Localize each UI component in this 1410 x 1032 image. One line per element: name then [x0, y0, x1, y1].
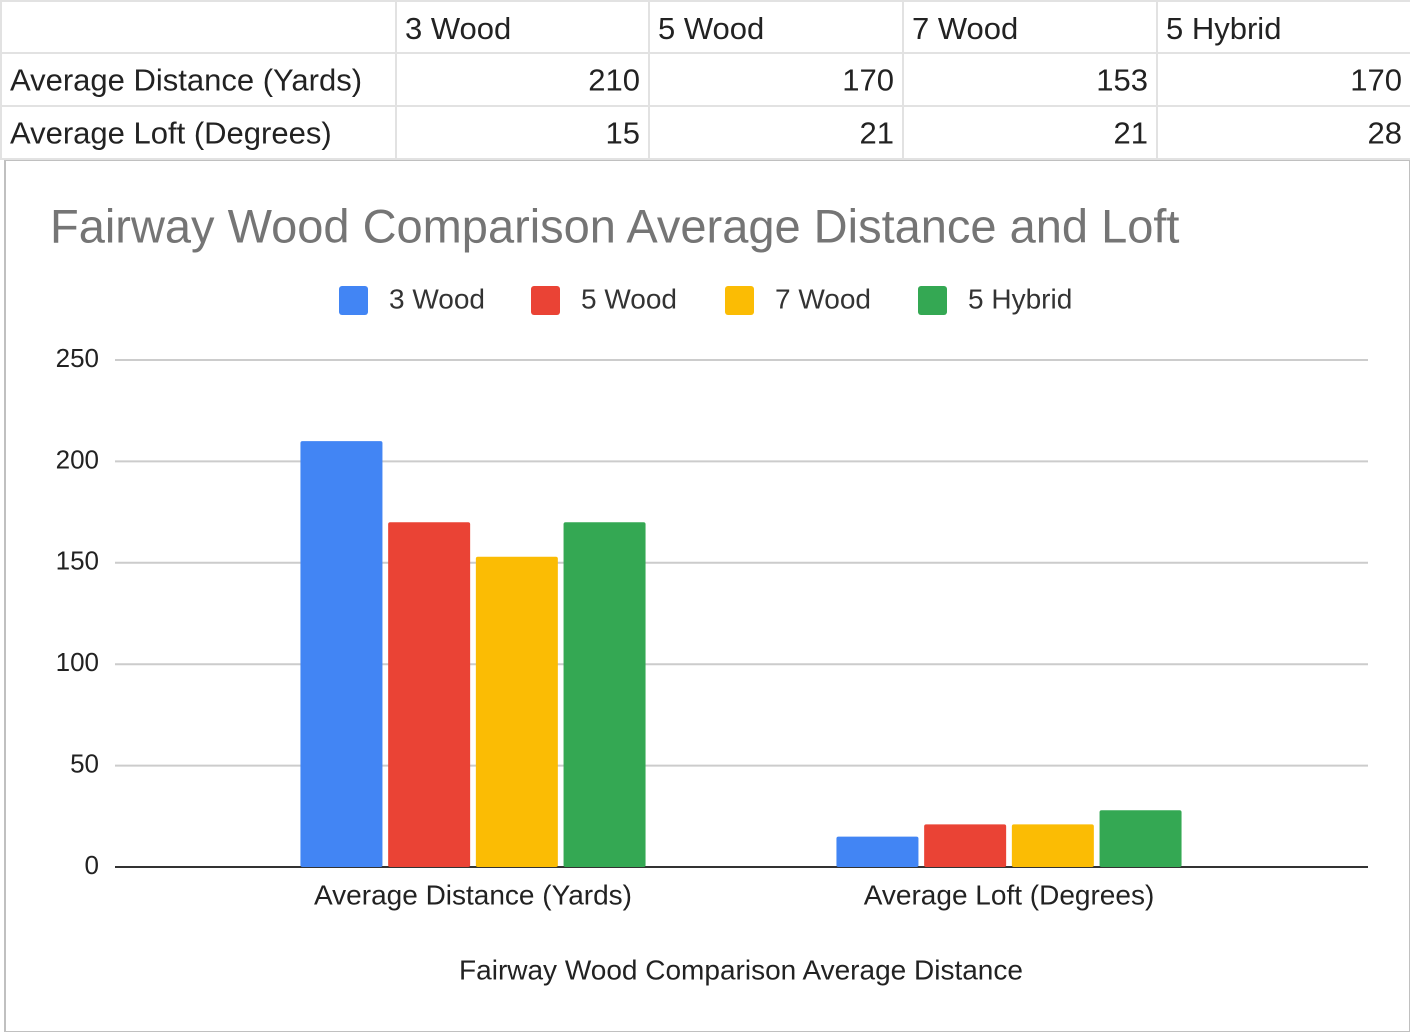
cell-value: 28	[1368, 116, 1402, 151]
cell-value: 210	[588, 63, 640, 98]
legend-swatch	[918, 286, 947, 315]
chart-title: Fairway Wood Comparison Average Distance…	[50, 199, 1179, 252]
legend-label: 3 Wood	[389, 283, 485, 314]
y-tick-label: 100	[56, 647, 99, 677]
cell-value: 21	[860, 116, 894, 151]
bar	[924, 824, 1007, 867]
x-axis-title: Fairway Wood Comparison Average Distance	[459, 954, 1023, 985]
bar	[388, 522, 471, 867]
bar	[475, 556, 558, 867]
x-tick-label: Average Distance (Yards)	[314, 879, 632, 910]
y-tick-label: 200	[56, 444, 99, 474]
legend-label: 5 Wood	[581, 283, 677, 314]
column-header: 5 Wood	[658, 11, 764, 46]
bar	[1099, 810, 1182, 867]
column-header: 7 Wood	[912, 11, 1018, 46]
y-tick-label: 50	[70, 748, 99, 778]
row-label: Average Loft (Degrees)	[10, 116, 332, 151]
cell-value: 21	[1114, 116, 1148, 151]
legend-swatch	[725, 286, 754, 315]
y-tick-label: 0	[85, 850, 99, 880]
cell-value: 153	[1096, 63, 1148, 98]
cell-value: 15	[606, 116, 640, 151]
legend-label: 5 Hybrid	[968, 283, 1072, 314]
column-header: 3 Wood	[405, 11, 511, 46]
bar	[836, 836, 919, 867]
bar	[300, 441, 383, 867]
cell-value: 170	[842, 63, 894, 98]
y-tick-label: 250	[56, 343, 99, 373]
bar	[1011, 824, 1094, 867]
column-header: 5 Hybrid	[1166, 11, 1281, 46]
y-tick-label: 150	[56, 546, 99, 576]
legend-label: 7 Wood	[775, 283, 871, 314]
bar	[563, 522, 646, 867]
x-tick-label: Average Loft (Degrees)	[864, 879, 1155, 910]
chart-frame	[4, 159, 1410, 1032]
legend-swatch	[339, 286, 368, 315]
cell-value: 170	[1350, 63, 1402, 98]
legend-swatch	[531, 286, 560, 315]
row-label: Average Distance (Yards)	[10, 63, 362, 98]
